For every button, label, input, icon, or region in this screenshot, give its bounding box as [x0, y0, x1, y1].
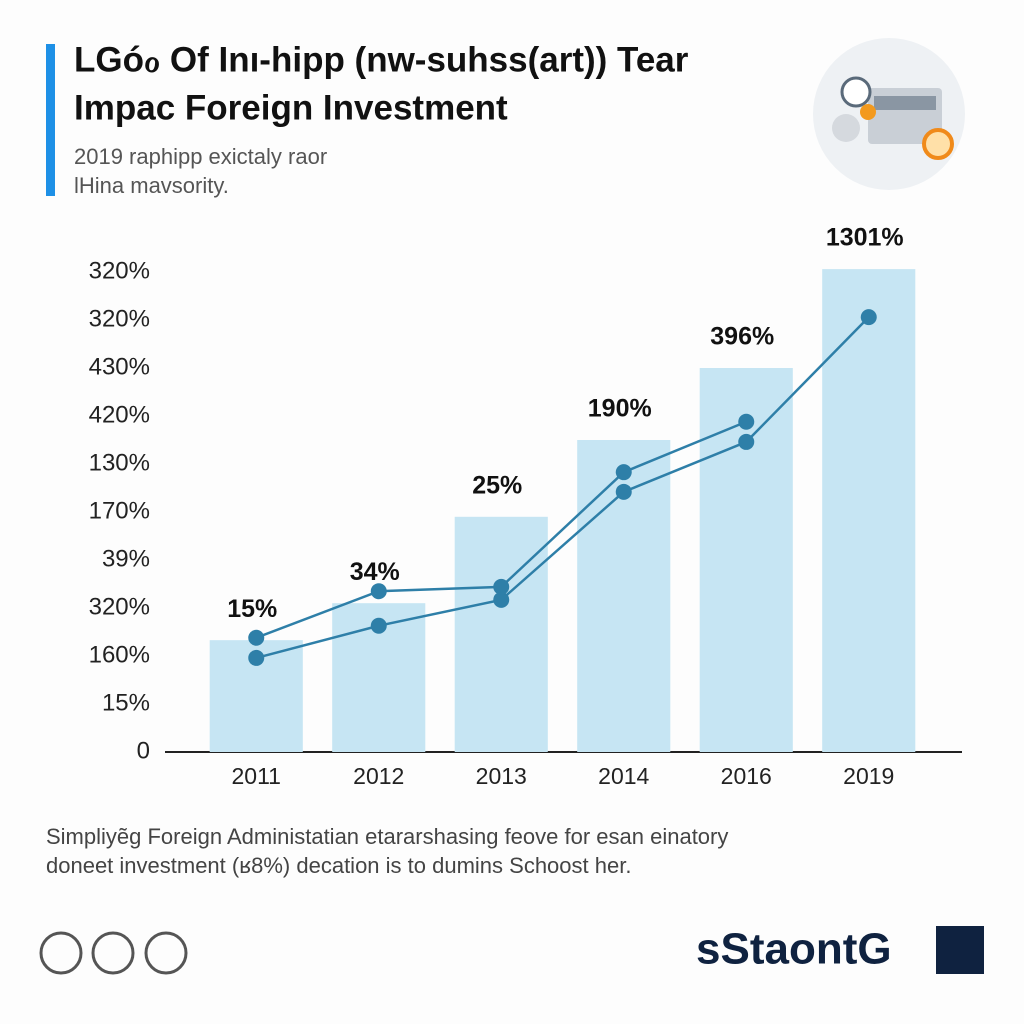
brand-mark: [936, 926, 984, 974]
y-tick-label: 430%: [89, 353, 150, 380]
point: [615, 483, 632, 500]
subtitle: 2019 raphipp exictaly raor: [74, 144, 327, 169]
y-tick-label: 320%: [89, 257, 150, 284]
point: [370, 617, 387, 634]
bar: [454, 516, 548, 752]
bar-label: 1301%: [826, 224, 904, 252]
point: [860, 309, 877, 326]
point: [738, 413, 755, 430]
title: LGóℴ Of Inı-hipp (nw-suhss(art)) Tear: [74, 40, 689, 79]
y-tick-label: 0: [137, 737, 150, 764]
caption: Simpliyẽg Foreign Administatian etararsh…: [46, 824, 728, 849]
bar-label: 190%: [588, 395, 652, 423]
icon: [813, 38, 965, 190]
bar-label: 25%: [472, 471, 522, 499]
caption: doneet investment (ʁ8%) decation is to d…: [46, 853, 631, 878]
line: [255, 316, 870, 660]
point: [738, 433, 755, 450]
y-tick-label: 320%: [89, 593, 150, 620]
bar: [822, 269, 916, 752]
point: [493, 591, 510, 608]
x-tick-label: 2016: [721, 763, 772, 789]
subtitle: lHina mavsority.: [74, 173, 229, 198]
title: Impac Foreign Investment: [74, 88, 508, 127]
y-tick-label: 160%: [89, 641, 150, 668]
accent-bar: [46, 44, 55, 196]
x-tick-label: 2019: [843, 763, 894, 789]
bar-label: 34%: [350, 558, 400, 586]
bar-label: 15%: [227, 595, 277, 623]
y-tick-label: 15%: [102, 689, 150, 716]
point: [370, 583, 387, 600]
bar: [699, 368, 793, 752]
social-icons: [39, 931, 188, 975]
bar-label: 396%: [710, 323, 774, 351]
x-tick-label: 2014: [598, 763, 649, 789]
point: [248, 649, 265, 666]
y-tick-label: 130%: [89, 449, 150, 476]
point: [248, 629, 265, 646]
y-tick-label: 39%: [102, 545, 150, 572]
x-tick-label: 2013: [476, 763, 527, 789]
y-tick-label: 320%: [89, 305, 150, 332]
lock-icon[interactable]: [91, 931, 135, 975]
y-tick-label: 170%: [89, 497, 150, 524]
x-tick-label: 2011: [232, 763, 281, 789]
point: [615, 464, 632, 481]
x-tick-label: 2012: [353, 763, 404, 789]
y-tick-label: 420%: [89, 401, 150, 428]
point: [493, 578, 510, 595]
share-icon[interactable]: [39, 931, 83, 975]
twitter-icon[interactable]: [144, 931, 188, 975]
brand: sStaontG: [696, 925, 892, 974]
